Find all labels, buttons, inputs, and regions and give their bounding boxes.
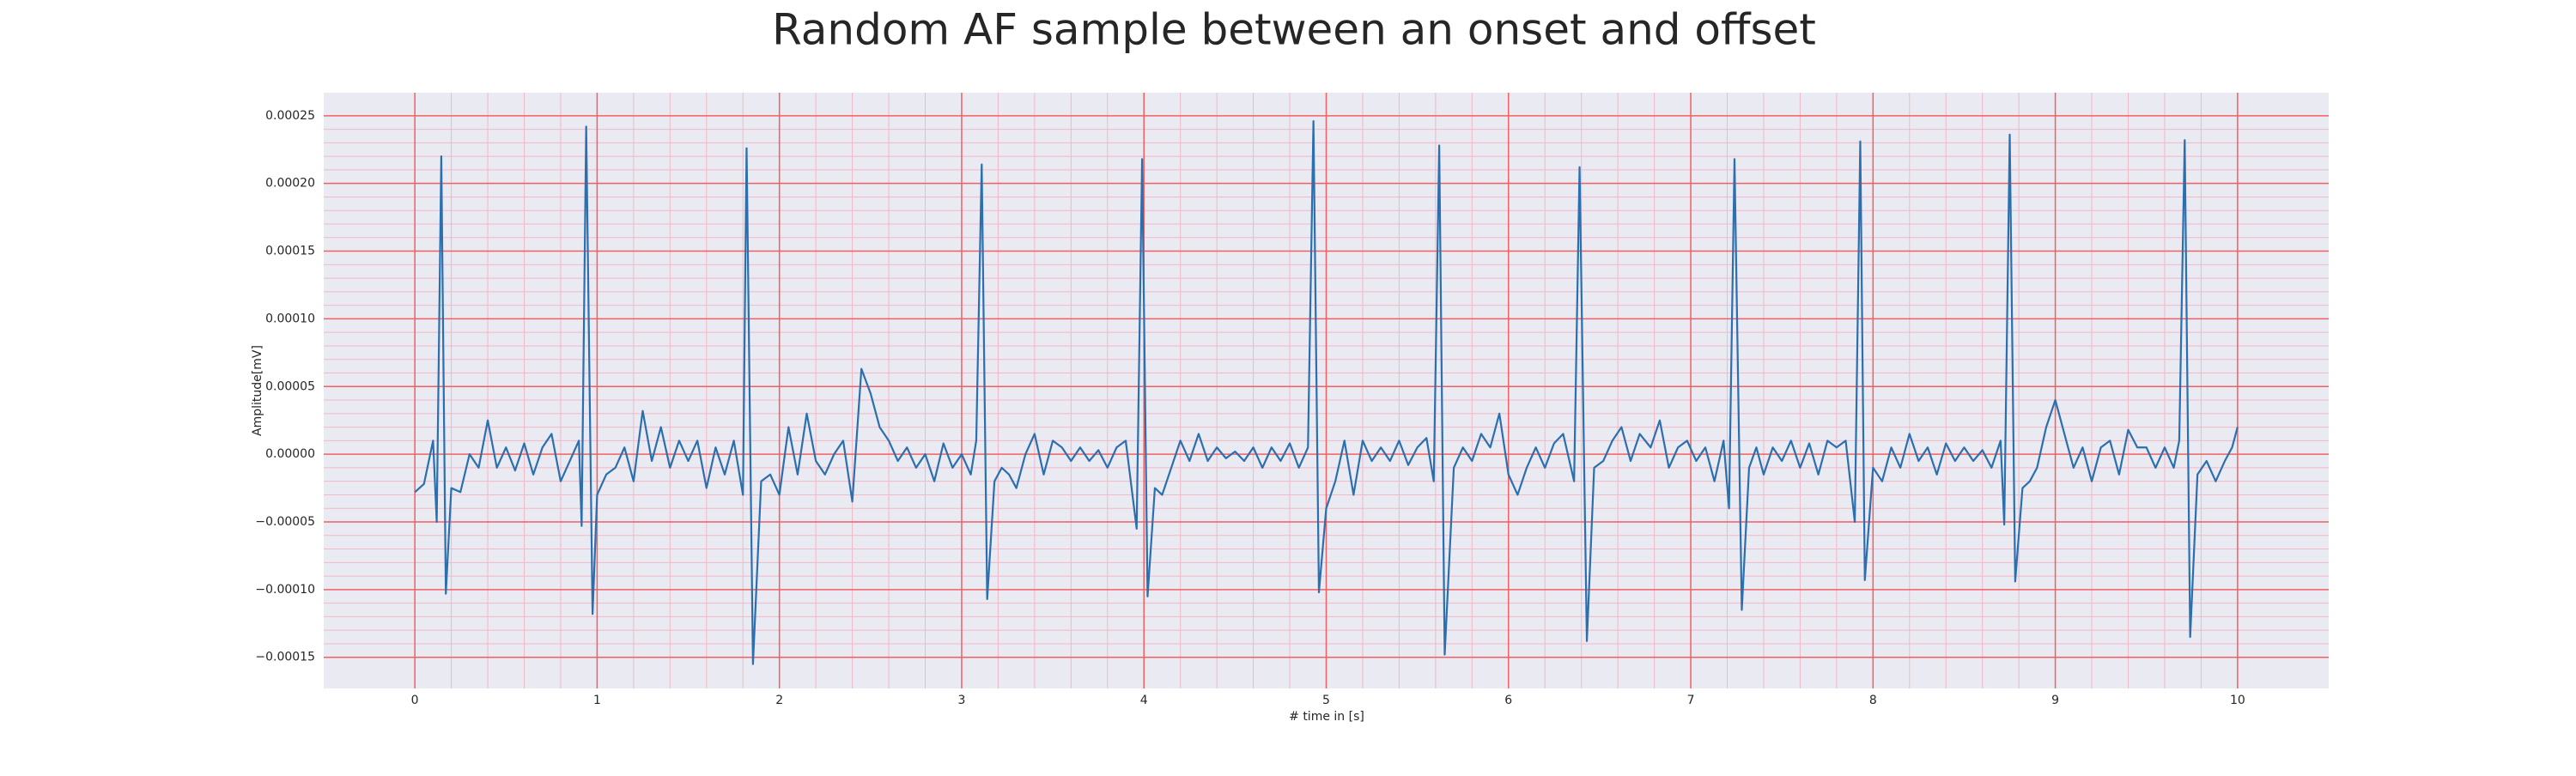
x-tick-label: 8: [1869, 694, 1877, 707]
y-tick-label: 0.00010: [265, 312, 315, 325]
x-tick-label: 4: [1140, 694, 1148, 707]
y-tick-label: 0.00005: [265, 379, 315, 393]
signal-line: [414, 120, 2239, 665]
x-tick-label: 7: [1687, 694, 1695, 707]
y-tick-label: 0.00020: [265, 177, 315, 191]
x-tick-label: 9: [2051, 694, 2059, 707]
y-tick-label: −0.00005: [255, 515, 315, 529]
x-tick-label: 3: [957, 694, 965, 707]
x-tick-label: 6: [1504, 694, 1512, 707]
x-axis-label: # time in [s]: [1289, 710, 1364, 724]
y-tick-label: 0.00000: [265, 447, 315, 461]
x-tick-label: 5: [1322, 694, 1330, 707]
y-axis-label: Amplitude[mV]: [251, 345, 264, 436]
chart-title: Random AF sample between an onset and of…: [772, 5, 1816, 55]
y-tick-label: 0.00025: [265, 109, 315, 123]
y-tick-label: −0.00010: [255, 583, 315, 597]
x-tick-label: 2: [775, 694, 783, 707]
y-tick-label: 0.00015: [265, 245, 315, 258]
x-tick-label: 1: [593, 694, 601, 707]
y-tick-label: −0.00015: [255, 651, 315, 664]
x-tick-label: 10: [2230, 694, 2245, 707]
x-tick-label: 0: [411, 694, 419, 707]
